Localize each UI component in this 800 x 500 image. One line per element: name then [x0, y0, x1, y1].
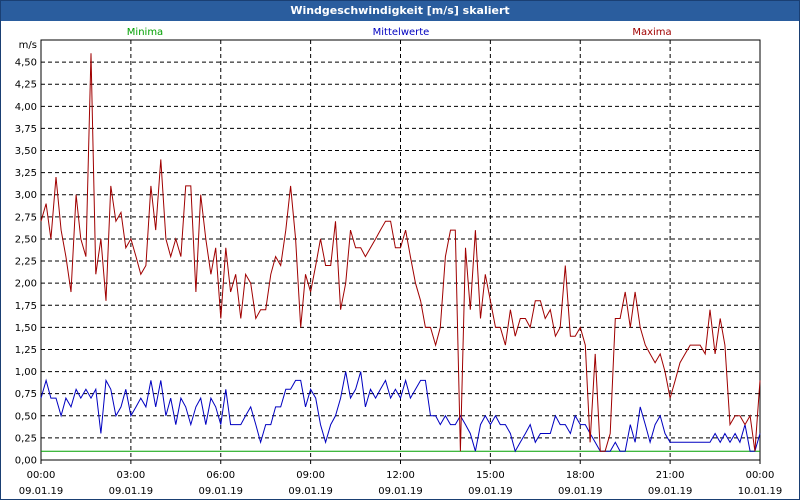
y-tick-label: 1,00	[15, 367, 37, 378]
mittelwerte-line	[40, 371, 761, 453]
legend-maxima: Maxima	[632, 27, 671, 38]
y-axis-label: m/s	[19, 40, 37, 51]
x-tick-date: 09.01.19	[198, 486, 243, 497]
x-tick-time: 00:00	[746, 470, 775, 481]
x-tick-date: 09.01.19	[109, 486, 154, 497]
x-tick-date: 09.01.19	[468, 486, 513, 497]
x-tick-time: 15:00	[476, 470, 505, 481]
x-tick-time: 12:00	[386, 470, 415, 481]
x-tick-date: 09.01.19	[378, 486, 423, 497]
legend-mittelwerte: Mittelwerte	[373, 27, 430, 38]
x-tick-date: 10.01.19	[738, 486, 783, 497]
y-tick-label: 3,00	[15, 190, 37, 201]
y-tick-label: 1,25	[15, 345, 37, 356]
y-tick-label: 4,25	[15, 80, 37, 91]
x-tick-time: 21:00	[656, 470, 685, 481]
y-tick-label: 3,75	[15, 124, 37, 135]
x-tick-time: 18:00	[566, 470, 595, 481]
window-title: Windgeschwindigkeit [m/s] skaliert	[1, 1, 799, 21]
y-tick-label: 0,25	[15, 433, 37, 444]
y-tick-label: 0,50	[15, 411, 37, 422]
y-tick-label: 2,50	[15, 234, 37, 245]
x-tick-time: 00:00	[27, 470, 56, 481]
y-tick-label: 4,00	[15, 102, 37, 113]
x-tick-date: 09.01.19	[558, 486, 603, 497]
x-tick-time: 06:00	[206, 470, 235, 481]
y-tick-label: 1,75	[15, 301, 37, 312]
y-tick-label: 2,00	[15, 279, 37, 290]
x-tick-date: 09.01.19	[288, 486, 333, 497]
y-tick-label: 0,75	[15, 389, 37, 400]
y-tick-label: 3,50	[15, 146, 37, 157]
y-tick-label: 0,00	[15, 456, 37, 467]
legend-minima: Minima	[127, 27, 163, 38]
y-tick-label: 2,75	[15, 212, 37, 223]
x-tick-date: 09.01.19	[648, 486, 693, 497]
y-tick-label: 1,50	[15, 323, 37, 334]
y-tick-label: 3,25	[15, 168, 37, 179]
y-tick-label: 4,50	[15, 58, 37, 69]
y-tick-label: 2,25	[15, 257, 37, 268]
x-tick-date: 09.01.19	[19, 486, 64, 497]
x-tick-time: 03:00	[116, 470, 145, 481]
maxima-line	[40, 53, 761, 452]
x-tick-time: 09:00	[296, 470, 325, 481]
